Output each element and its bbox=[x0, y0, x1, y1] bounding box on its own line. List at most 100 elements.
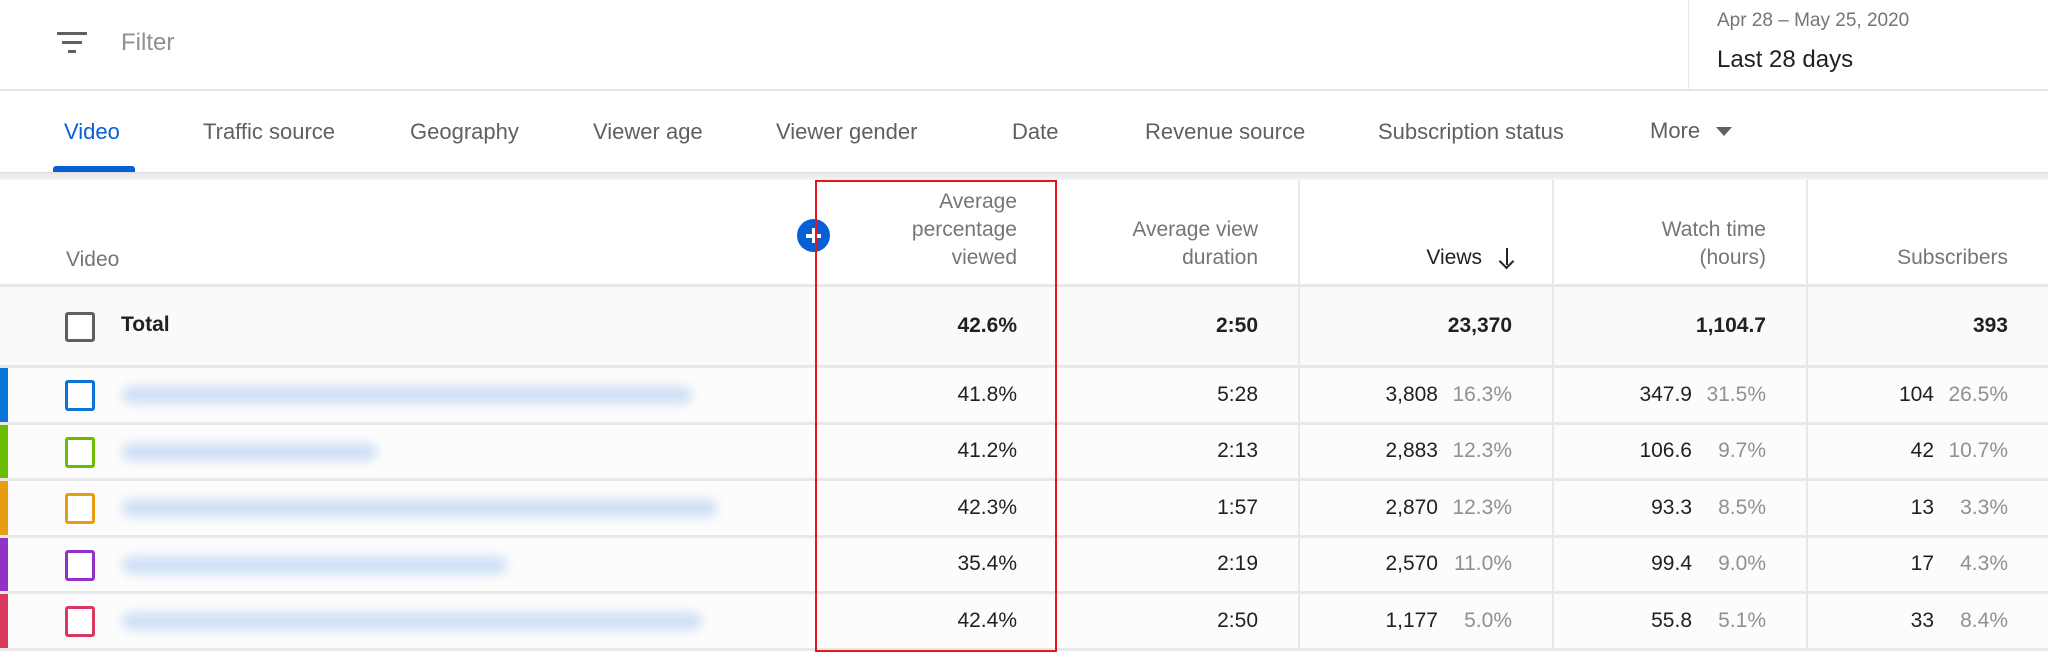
table-row[interactable]: 41.2% 2:13 2,883 12.3% 106.6 9.7% 42 10.7% bbox=[0, 424, 2048, 481]
watch-time-pair: 99.4 9.0% bbox=[1651, 538, 1766, 592]
watch-time-cell: 106.6 9.7% bbox=[1552, 424, 1806, 478]
avg-pct-viewed-cell: 35.4% bbox=[815, 538, 1057, 592]
total-avg-duration-cell: 2:50 bbox=[1057, 287, 1298, 365]
date-range-picker[interactable]: Apr 28 – May 25, 2020 Last 28 days bbox=[1688, 0, 2048, 90]
avg-view-duration-value: 2:50 bbox=[1217, 608, 1258, 632]
watch-time-value: 99.4 bbox=[1651, 552, 1692, 576]
views-value: 1,177 bbox=[1385, 608, 1438, 632]
date-range-text: Apr 28 – May 25, 2020 bbox=[1717, 10, 1910, 31]
views-cell: 1,177 5.0% bbox=[1298, 594, 1552, 648]
table-row[interactable]: 42.3% 1:57 2,870 12.3% 93.3 8.5% 13 3.3% bbox=[0, 481, 2048, 538]
views-cell: 2,570 11.0% bbox=[1298, 537, 1552, 591]
video-cell bbox=[0, 481, 815, 535]
watch-time-share: 9.0% bbox=[1718, 552, 1766, 576]
date-range-label: Last 28 days bbox=[1717, 46, 1854, 73]
tab-revenue-source[interactable]: Revenue source bbox=[1145, 119, 1306, 144]
header-avg-pct-viewed[interactable]: Average percentage viewed bbox=[815, 180, 1057, 284]
subscribers-value: 104 bbox=[1898, 382, 1934, 406]
avg-pct-viewed-value: 35.4% bbox=[957, 552, 1017, 576]
header-views[interactable]: Views bbox=[1298, 180, 1552, 284]
views-share: 5.0% bbox=[1464, 608, 1512, 632]
total-checkbox[interactable] bbox=[65, 312, 95, 342]
video-cell bbox=[0, 537, 815, 591]
tab-geography[interactable]: Geography bbox=[410, 119, 519, 144]
avg-view-duration-value: 5:28 bbox=[1217, 382, 1258, 406]
video-title-redacted[interactable] bbox=[122, 555, 507, 574]
views-share: 12.3% bbox=[1452, 495, 1512, 519]
avg-view-duration-value: 1:57 bbox=[1217, 495, 1258, 519]
avg-view-duration-cell: 2:13 bbox=[1057, 425, 1298, 479]
watch-time-pair: 347.9 31.5% bbox=[1639, 368, 1766, 422]
tab-traffic-source[interactable]: Traffic source bbox=[203, 119, 336, 144]
table-row[interactable]: 42.4% 2:50 1,177 5.0% 55.8 5.1% 33 8.4% bbox=[0, 594, 2048, 651]
tab-subscription-status[interactable]: Subscription status bbox=[1378, 119, 1564, 144]
header-watch-time[interactable]: Watch time (hours) bbox=[1552, 180, 1806, 284]
views-share: 16.3% bbox=[1452, 382, 1512, 406]
table-row[interactable]: 35.4% 2:19 2,570 11.0% 99.4 9.0% 17 4.3% bbox=[0, 537, 2048, 594]
subscribers-pair: 13 3.3% bbox=[1911, 481, 2008, 535]
views-pair: 1,177 5.0% bbox=[1385, 594, 1512, 648]
subscribers-value: 33 bbox=[1910, 608, 1934, 632]
row-checkbox[interactable] bbox=[65, 606, 95, 637]
views-cell: 3,808 16.3% bbox=[1298, 368, 1552, 422]
subscribers-pair: 33 8.4% bbox=[1911, 594, 2008, 648]
add-column-button[interactable] bbox=[797, 219, 830, 252]
views-pair: 2,870 12.3% bbox=[1385, 481, 1512, 535]
avg-pct-viewed-value: 41.8% bbox=[957, 382, 1017, 406]
avg-view-duration-cell: 5:28 bbox=[1057, 368, 1298, 422]
header-watch-time-label: Watch time (hours) bbox=[1661, 218, 1766, 269]
row-checkbox[interactable] bbox=[65, 493, 95, 524]
header-avg-view-duration[interactable]: Average view duration bbox=[1057, 180, 1298, 284]
active-tab-indicator bbox=[53, 166, 135, 172]
total-views-cell: 23,370 bbox=[1298, 287, 1552, 365]
total-video-cell: Total bbox=[0, 287, 815, 365]
tabs-divider bbox=[0, 172, 2048, 180]
avg-pct-viewed-cell: 41.8% bbox=[815, 368, 1057, 422]
report-tabs: Video Traffic source Geography Viewer ag… bbox=[0, 92, 2048, 172]
tab-viewer-gender[interactable]: Viewer gender bbox=[776, 119, 918, 144]
header-views-label-wrap: Views bbox=[1426, 244, 1514, 272]
subscribers-share: 3.3% bbox=[1960, 495, 2008, 519]
series-color-bar bbox=[0, 594, 8, 648]
video-title-redacted[interactable] bbox=[122, 612, 702, 630]
total-avg-view-duration: 2:50 bbox=[1215, 314, 1258, 337]
row-checkbox[interactable] bbox=[65, 380, 95, 411]
views-value: 2,883 bbox=[1385, 439, 1438, 463]
filter-input[interactable] bbox=[121, 20, 921, 66]
video-cell bbox=[0, 424, 815, 478]
row-checkbox[interactable] bbox=[65, 549, 95, 581]
tab-more[interactable]: More bbox=[1650, 118, 1733, 144]
tab-viewer-age[interactable]: Viewer age bbox=[593, 119, 703, 144]
subscribers-pair: 42 10.7% bbox=[1911, 425, 2008, 479]
tab-date[interactable]: Date bbox=[1012, 119, 1059, 144]
header-video-label: Video bbox=[66, 248, 120, 271]
table-header-row: Video Average percentage viewed Average … bbox=[0, 180, 2048, 287]
caret-down-icon bbox=[1716, 126, 1733, 136]
header-avg-view-duration-label: Average view duration bbox=[1132, 218, 1258, 269]
video-title-redacted[interactable] bbox=[122, 386, 692, 404]
views-cell: 2,870 12.3% bbox=[1298, 481, 1552, 535]
watch-time-share: 8.5% bbox=[1718, 495, 1766, 519]
watch-time-pair: 93.3 8.5% bbox=[1651, 481, 1766, 535]
avg-view-duration-cell: 2:50 bbox=[1057, 594, 1298, 648]
row-checkbox[interactable] bbox=[65, 436, 95, 468]
subscribers-pair: 17 4.3% bbox=[1911, 538, 2008, 592]
video-title-redacted[interactable] bbox=[122, 442, 377, 461]
video-title-redacted[interactable] bbox=[122, 499, 717, 517]
views-value: 3,808 bbox=[1385, 382, 1438, 406]
watch-time-cell: 99.4 9.0% bbox=[1552, 537, 1806, 592]
subscribers-cell: 33 8.4% bbox=[1806, 594, 2048, 648]
tab-video[interactable]: Video bbox=[64, 119, 120, 144]
total-views: 23,370 bbox=[1447, 314, 1512, 337]
watch-time-cell: 55.8 5.1% bbox=[1552, 594, 1806, 648]
header-subscribers-label: Subscribers bbox=[1897, 246, 2008, 269]
filter-list-icon[interactable] bbox=[56, 32, 88, 56]
total-watch-time-cell: 1,104.7 bbox=[1552, 287, 1806, 365]
watch-time-value: 347.9 bbox=[1639, 382, 1692, 406]
total-watch-time: 1,104.7 bbox=[1695, 314, 1766, 337]
series-color-bar bbox=[0, 368, 8, 422]
avg-view-duration-cell: 1:57 bbox=[1057, 481, 1298, 535]
avg-view-duration-cell: 2:19 bbox=[1057, 538, 1298, 592]
table-row[interactable]: 41.8% 5:28 3,808 16.3% 347.9 31.5% 104 26.5% bbox=[0, 368, 2048, 425]
header-subscribers[interactable]: Subscribers bbox=[1806, 180, 2048, 284]
